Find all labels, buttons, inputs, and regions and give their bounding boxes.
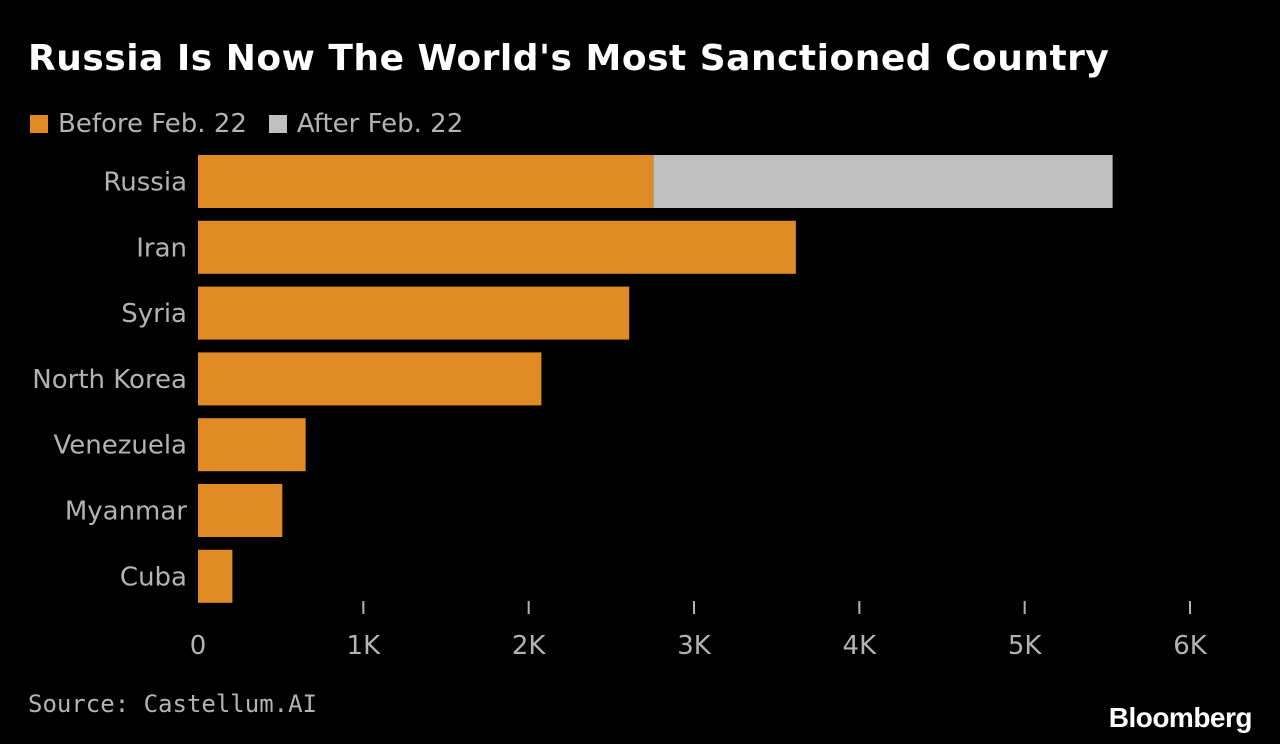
bloomberg-logo: Bloomberg — [1108, 702, 1253, 733]
bar-russia-before — [198, 155, 654, 208]
bar-cuba-before — [198, 549, 233, 603]
legend-item-after: After Feb. 22 — [268, 109, 464, 139]
x-tick-label-2k: 2K — [512, 631, 547, 661]
x-tick-label-5k: 5K — [1008, 631, 1043, 661]
category-label-iran: Iran — [136, 233, 187, 263]
legend-swatch-after — [268, 115, 287, 133]
x-tick-label-0: 0 — [190, 631, 207, 661]
category-label-north-korea: North Korea — [32, 365, 187, 395]
bar-venezuela-before — [198, 418, 306, 472]
bar-north-korea-before — [198, 352, 542, 406]
legend: Before Feb. 22 After Feb. 22 — [30, 108, 463, 140]
category-label-syria: Syria — [121, 299, 187, 329]
bar-myanmar-before — [198, 484, 283, 537]
category-label-venezuela: Venezuela — [53, 431, 187, 461]
bar-syria-before — [198, 286, 630, 340]
legend-label-before: Before Feb. 22 — [58, 109, 247, 139]
category-label-russia: Russia — [103, 168, 187, 198]
x-tick-label-4k: 4K — [843, 631, 878, 661]
bar-russia-after — [653, 155, 1113, 208]
chart-title: Russia Is Now The World's Most Sanctione… — [28, 38, 1110, 79]
x-tick-label-6k: 6K — [1173, 631, 1208, 661]
source-note: Source: Castellum.AI — [28, 690, 317, 718]
legend-label-after: After Feb. 22 — [296, 109, 464, 139]
category-label-myanmar: Myanmar — [65, 497, 187, 527]
x-tick-label-3k: 3K — [677, 631, 712, 661]
category-label-cuba: Cuba — [120, 562, 187, 592]
x-tick-label-1k: 1K — [347, 631, 382, 661]
legend-swatch-before — [30, 115, 48, 133]
bar-iran-before — [198, 220, 796, 274]
legend-item-before: Before Feb. 22 — [30, 109, 247, 139]
